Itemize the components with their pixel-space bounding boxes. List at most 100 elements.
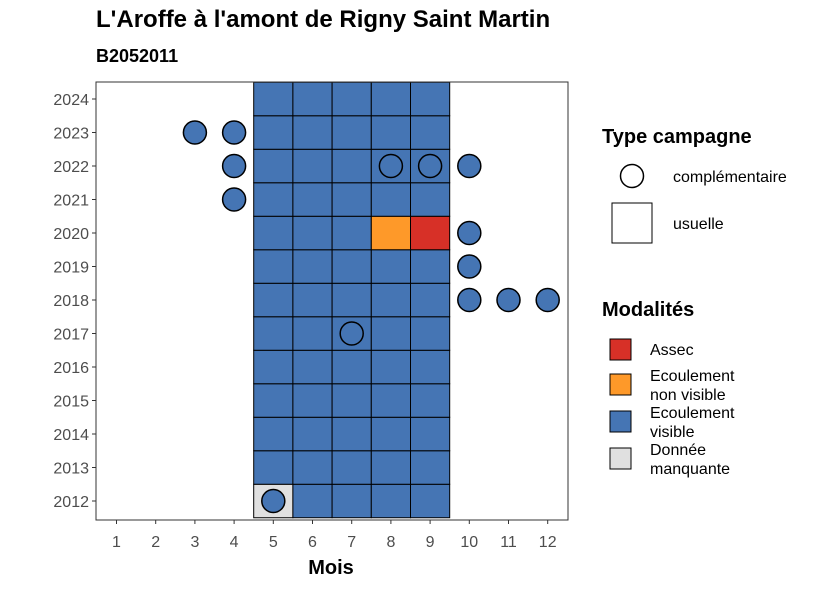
legend-label-donnee_manquante-line2: manquante bbox=[650, 461, 730, 478]
tile-2021-8 bbox=[370, 182, 411, 217]
tile-2017-5 bbox=[253, 316, 294, 351]
tile-2021-7 bbox=[331, 182, 372, 217]
tile-2023-7 bbox=[331, 115, 372, 150]
x-tick-label-10: 10 bbox=[460, 534, 478, 551]
legend-key-complementaire bbox=[619, 163, 645, 189]
point-2012-5 bbox=[261, 488, 286, 514]
legend-label-complementaire: complémentaire bbox=[673, 169, 787, 186]
point-2018-10 bbox=[457, 287, 482, 313]
axes: 2012 2013 2014 2015 2016 2017 2018 2019 2020 2021… bbox=[53, 92, 556, 551]
x-tick-label-8: 8 bbox=[386, 534, 395, 551]
tile-2019-5 bbox=[253, 249, 294, 284]
y-tick-label-2017: 2017 bbox=[53, 327, 89, 344]
y-tick-label-2012: 2012 bbox=[53, 494, 89, 511]
tile-2024-7 bbox=[331, 81, 372, 117]
tile-2018-6 bbox=[292, 282, 333, 318]
legend-label-ecoulement_non_visible-line1: Ecoulement bbox=[650, 368, 735, 385]
point-2023-4 bbox=[221, 120, 247, 145]
y-tick-label-2016: 2016 bbox=[53, 360, 89, 377]
tile-2023-6 bbox=[292, 115, 333, 150]
legend-label-usuelle: usuelle bbox=[673, 216, 724, 233]
x-tick-label-5: 5 bbox=[269, 534, 278, 551]
x-tick-label-4: 4 bbox=[230, 534, 239, 551]
point-2018-11 bbox=[496, 287, 521, 313]
complementaire-points bbox=[182, 120, 560, 514]
legend-label-donnee_manquante-line1: Donnée bbox=[650, 442, 706, 459]
point-2017-7 bbox=[339, 321, 364, 346]
tile-2013-9 bbox=[410, 450, 451, 485]
y-tick-label-2023: 2023 bbox=[53, 126, 89, 143]
tile-2020-9 bbox=[410, 215, 451, 251]
x-tick-label-6: 6 bbox=[308, 534, 317, 551]
x-tick-label-11: 11 bbox=[500, 534, 517, 551]
tile-2014-7 bbox=[331, 416, 372, 452]
x-tick-label-12: 12 bbox=[539, 534, 557, 551]
tile-2023-9 bbox=[410, 115, 451, 150]
tile-2018-7 bbox=[331, 282, 372, 318]
tile-2022-5 bbox=[253, 148, 294, 184]
tile-2021-6 bbox=[292, 182, 333, 217]
legend-label-ecoulement_visible-line2: visible bbox=[650, 424, 695, 441]
tile-2020-8 bbox=[370, 215, 411, 251]
tile-2013-6 bbox=[292, 450, 333, 485]
y-tick-label-2021: 2021 bbox=[53, 193, 89, 210]
tile-2014-8 bbox=[370, 416, 411, 452]
y-tick-label-2019: 2019 bbox=[53, 260, 89, 277]
tile-2012-8 bbox=[370, 483, 411, 519]
legends: Type campagne complémentaire usuelle Modali… bbox=[602, 126, 787, 478]
legend-type-title: Type campagne bbox=[602, 126, 752, 148]
tile-2022-6 bbox=[292, 148, 333, 184]
tile-2018-8 bbox=[370, 282, 411, 318]
tile-2021-9 bbox=[410, 182, 451, 217]
tile-2019-6 bbox=[292, 249, 333, 284]
tile-2013-8 bbox=[370, 450, 411, 485]
tile-2019-9 bbox=[410, 249, 451, 284]
point-2022-10 bbox=[457, 153, 482, 179]
point-2019-10 bbox=[457, 254, 482, 279]
point-2022-8 bbox=[378, 153, 404, 179]
chart-subtitle: B2052011 bbox=[96, 46, 179, 66]
tile-2015-9 bbox=[410, 383, 451, 418]
y-tick-label-2014: 2014 bbox=[53, 427, 89, 444]
point-2023-3 bbox=[182, 120, 208, 145]
usuelle-tiles bbox=[253, 81, 451, 519]
y-tick-label-2022: 2022 bbox=[53, 159, 89, 176]
tile-2016-5 bbox=[253, 349, 294, 385]
tile-2023-5 bbox=[253, 115, 294, 150]
tile-2018-9 bbox=[410, 282, 451, 318]
tile-2018-5 bbox=[253, 282, 294, 318]
tile-2015-5 bbox=[253, 383, 294, 418]
y-tick-label-2024: 2024 bbox=[53, 92, 89, 109]
point-2022-4 bbox=[221, 153, 247, 179]
tile-2020-7 bbox=[331, 215, 372, 251]
x-tick-label-3: 3 bbox=[190, 534, 199, 551]
point-2020-10 bbox=[457, 220, 482, 246]
tile-2017-9 bbox=[410, 316, 451, 351]
tile-2022-7 bbox=[331, 148, 372, 184]
tile-2024-9 bbox=[410, 81, 451, 117]
x-tick-label-9: 9 bbox=[426, 534, 435, 551]
tile-2016-6 bbox=[292, 349, 333, 385]
tile-2017-8 bbox=[370, 316, 411, 351]
tile-2012-7 bbox=[331, 483, 372, 519]
x-axis-title: Mois bbox=[308, 557, 354, 579]
y-tick-label-2020: 2020 bbox=[53, 226, 89, 243]
x-tick-label-2: 2 bbox=[151, 534, 160, 551]
tile-2012-6 bbox=[292, 483, 333, 519]
tile-2024-5 bbox=[253, 81, 294, 117]
y-tick-label-2013: 2013 bbox=[53, 461, 89, 478]
tile-2014-5 bbox=[253, 416, 294, 452]
tile-2019-8 bbox=[370, 249, 411, 284]
tile-2019-7 bbox=[331, 249, 372, 284]
legend-label-ecoulement_visible-line1: Ecoulement bbox=[650, 405, 735, 422]
tile-2015-7 bbox=[331, 383, 372, 418]
tile-2015-8 bbox=[370, 383, 411, 418]
point-2018-12 bbox=[535, 287, 560, 313]
tile-2016-9 bbox=[410, 349, 451, 385]
tile-2013-5 bbox=[253, 450, 294, 485]
tile-2020-6 bbox=[292, 215, 333, 251]
tile-2016-8 bbox=[370, 349, 411, 385]
legend-key-ecoulement_visible bbox=[609, 410, 632, 433]
tile-2020-5 bbox=[253, 215, 294, 251]
legend-key-assec bbox=[609, 338, 632, 361]
